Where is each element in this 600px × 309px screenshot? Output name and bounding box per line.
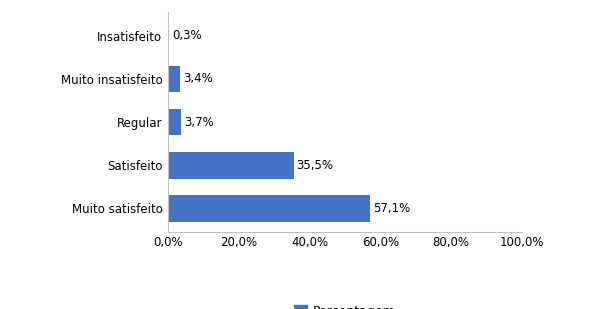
Bar <box>168 195 370 222</box>
Bar <box>168 152 293 179</box>
Text: 3,7%: 3,7% <box>184 116 214 129</box>
Bar <box>168 66 180 92</box>
Text: 3,4%: 3,4% <box>183 72 212 85</box>
Text: 35,5%: 35,5% <box>296 159 334 172</box>
Legend: Percentagem: Percentagem <box>294 305 396 309</box>
Text: 0,3%: 0,3% <box>172 29 202 42</box>
Bar <box>168 109 181 135</box>
Text: 57,1%: 57,1% <box>373 202 410 215</box>
Bar <box>168 22 169 49</box>
